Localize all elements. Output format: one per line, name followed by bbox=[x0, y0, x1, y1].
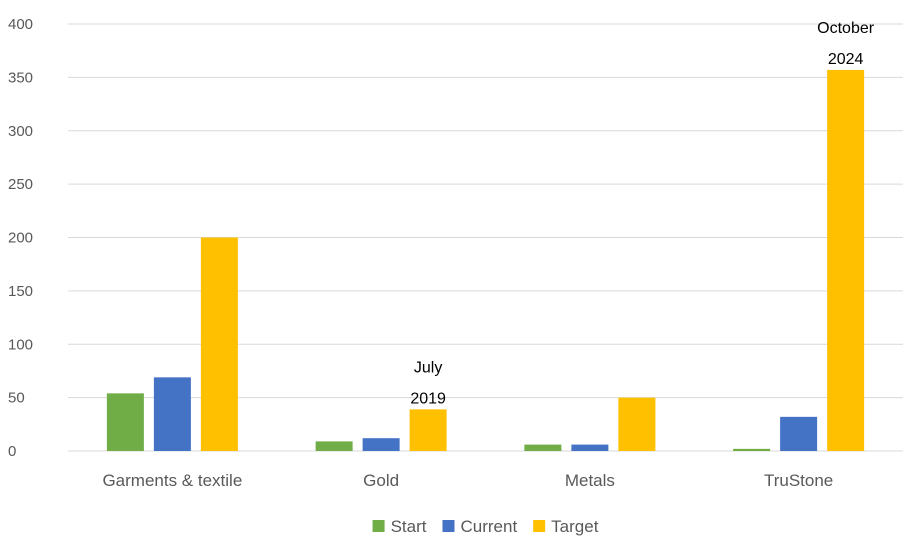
legend-label-current: Current bbox=[460, 517, 517, 536]
legend: Start Current Target bbox=[372, 517, 599, 536]
y-tick-label: 300 bbox=[8, 123, 33, 140]
annotation-label: October bbox=[817, 20, 875, 37]
y-tick-label: 200 bbox=[8, 230, 33, 247]
bar-target-3 bbox=[827, 69, 865, 451]
y-axis-ticks: 0 50 100 150 200 250 300 350 400 bbox=[8, 16, 33, 460]
y-tick-label: 100 bbox=[8, 336, 33, 353]
legend-swatch-start bbox=[372, 520, 385, 532]
legend-label-start: Start bbox=[391, 517, 427, 536]
bar-target-0 bbox=[200, 237, 238, 451]
bar-current-0 bbox=[153, 377, 191, 451]
y-tick-label: 150 bbox=[8, 283, 33, 300]
y-tick-label: 250 bbox=[8, 176, 33, 193]
legend-label-target: Target bbox=[551, 517, 599, 536]
bar-start-1 bbox=[315, 441, 353, 451]
bar-current-1 bbox=[362, 438, 400, 451]
bar-target-2 bbox=[618, 397, 656, 451]
x-category-label: Metals bbox=[565, 471, 615, 490]
annotations: July 2019 October 2024 bbox=[410, 20, 874, 407]
bar-target-1 bbox=[409, 409, 447, 451]
x-category-label: TruStone bbox=[764, 471, 833, 490]
legend-swatch-target bbox=[533, 520, 546, 532]
annotation-label: 2024 bbox=[828, 51, 864, 68]
x-category-label: Garments & textile bbox=[102, 471, 242, 490]
y-tick-label: 350 bbox=[8, 69, 33, 86]
bar-current-2 bbox=[571, 444, 609, 451]
bar-start-2 bbox=[524, 444, 562, 451]
bar-start-0 bbox=[106, 393, 144, 451]
y-tick-label: 400 bbox=[8, 16, 33, 33]
bar-current-3 bbox=[780, 416, 818, 451]
bar-series bbox=[106, 69, 865, 451]
annotation-label: July bbox=[414, 359, 442, 376]
legend-swatch-current bbox=[442, 520, 455, 532]
gridlines bbox=[68, 23, 903, 452]
bar-start-3 bbox=[733, 448, 771, 451]
x-category-label: Gold bbox=[363, 471, 399, 490]
x-axis-labels: Garments & textile Gold Metals TruStone bbox=[102, 471, 833, 490]
y-tick-label: 0 bbox=[8, 443, 16, 460]
y-tick-label: 50 bbox=[8, 390, 25, 407]
annotation-label: 2019 bbox=[410, 390, 446, 407]
